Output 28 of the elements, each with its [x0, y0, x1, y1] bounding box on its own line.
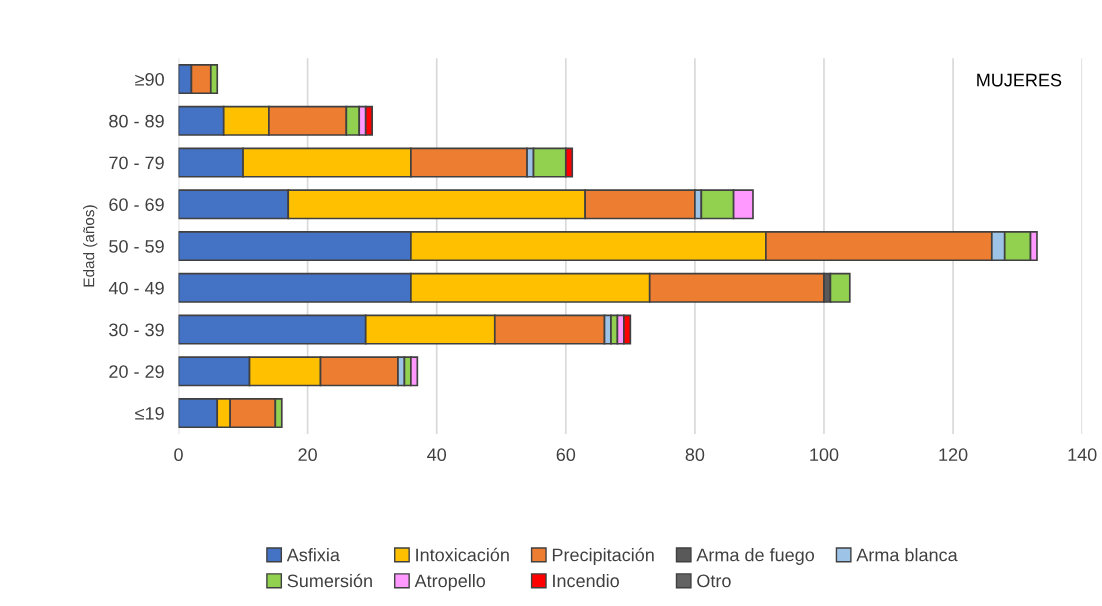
x-tick-label: 20: [298, 448, 317, 462]
legend-label: Arma de fuego: [696, 548, 815, 565]
annotation: MUJERES: [977, 73, 1062, 87]
legend-label: Incendio: [553, 574, 619, 588]
x-tick-label: 80: [685, 448, 705, 462]
legend-label: Otro: [697, 574, 731, 588]
x-tick-label: 100: [810, 448, 839, 462]
x-tick-label: 40: [427, 448, 447, 462]
y-tick-label: ≤19: [135, 406, 164, 420]
legend-label: Precipitación: [552, 547, 654, 565]
y-tick-label: 30 - 39: [109, 323, 164, 337]
x-tick-label: 60: [556, 448, 576, 462]
y-axis-title: Edad (años): [83, 205, 98, 287]
y-tick-label: 80 - 89: [109, 114, 164, 128]
y-tick-label: 40 - 49: [108, 281, 164, 295]
y-tick-label: 50 - 59: [109, 239, 164, 253]
legend-label: Arma blanca: [856, 548, 958, 562]
x-tick-label: 0: [174, 448, 183, 462]
y-tick-label: 70 - 79: [109, 156, 164, 170]
y-tick-label: ≥90: [135, 72, 164, 86]
x-tick-label: 140: [1068, 448, 1097, 462]
y-tick-label: 20 - 29: [109, 365, 164, 378]
legend-label: Atropello: [414, 574, 486, 591]
legend-label: Asfixia: [286, 548, 340, 562]
legend-label: Sumersión: [287, 573, 372, 588]
legend-label: Intoxicación: [416, 547, 509, 562]
y-tick-label: 60 - 69: [109, 198, 164, 212]
x-tick-label: 120: [939, 448, 968, 462]
